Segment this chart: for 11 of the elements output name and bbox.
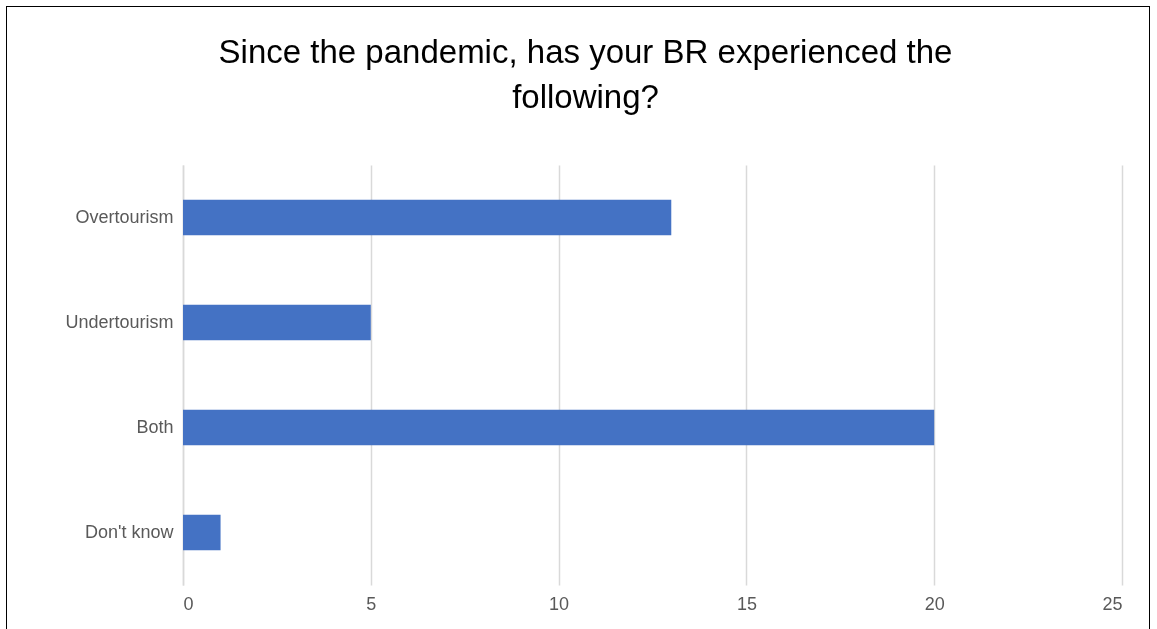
- x-tick-label: 20: [924, 593, 945, 614]
- x-tick-label: 15: [736, 593, 757, 614]
- x-tick-label: 10: [549, 593, 570, 614]
- x-tick-label: 5: [366, 593, 377, 614]
- y-tick-label: Don't know: [85, 521, 175, 542]
- chart-title: Since the pandemic, has your BR experienced the following?: [218, 33, 953, 115]
- x-tick-label: 25: [1102, 593, 1123, 614]
- y-tick-label: Overtourism: [75, 206, 174, 227]
- y-tick-label: Both: [136, 416, 174, 437]
- x-tick-label: 0: [183, 593, 194, 614]
- y-tick-label: Undertourism: [65, 311, 174, 332]
